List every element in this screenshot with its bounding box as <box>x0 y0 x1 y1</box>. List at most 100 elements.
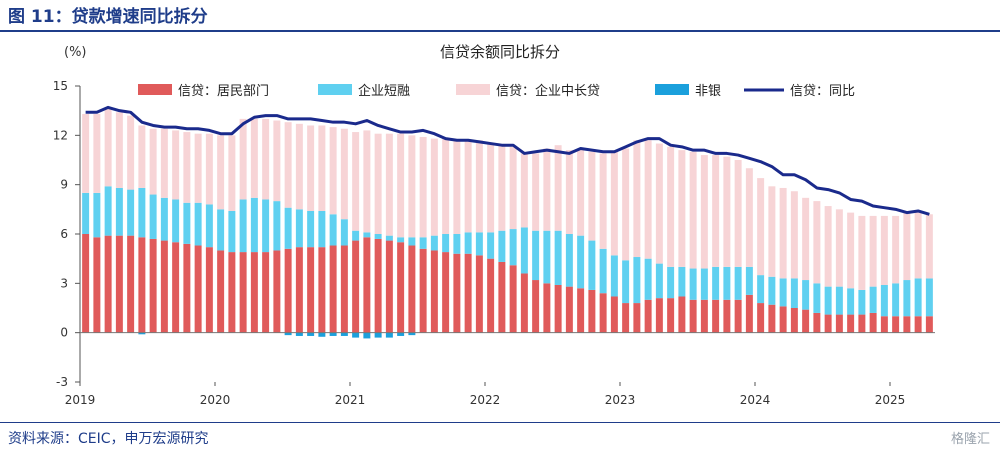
bar <box>397 242 405 333</box>
source-note: 资料来源：CEIC，申万宏源研究 <box>8 431 209 447</box>
bar <box>205 133 213 205</box>
bar <box>779 306 787 333</box>
bar <box>700 268 708 300</box>
y-unit-label: (%) <box>64 45 87 60</box>
y-tick-label: 9 <box>60 178 68 192</box>
bar <box>307 210 315 248</box>
bar <box>318 332 326 337</box>
bar <box>723 266 731 300</box>
bar <box>520 153 528 228</box>
bar <box>813 283 821 313</box>
bar <box>464 140 472 233</box>
bar <box>633 140 641 258</box>
bar <box>610 255 618 297</box>
bar <box>374 332 382 338</box>
bar <box>835 314 843 333</box>
bar <box>115 235 123 333</box>
bar <box>363 332 371 339</box>
bar <box>374 238 382 333</box>
bar <box>903 280 911 317</box>
bar <box>554 284 562 333</box>
bar <box>453 253 461 333</box>
bar <box>183 132 191 203</box>
y-axis: -3 0 3 6 9 12 15 <box>53 79 81 389</box>
figure-title: 图 11：贷款增速同比拆分 <box>8 7 208 27</box>
bar <box>295 123 303 210</box>
bar <box>160 128 168 198</box>
bar <box>633 257 641 304</box>
bar <box>802 197 810 281</box>
bar <box>802 280 810 310</box>
bar <box>284 248 292 333</box>
bar <box>93 113 101 193</box>
bar <box>644 140 652 259</box>
bar <box>363 237 371 333</box>
x-axis: 2019 2020 2021 2022 2023 2024 2025 <box>65 382 905 407</box>
bar <box>712 299 720 333</box>
bar <box>318 125 326 211</box>
bar <box>498 145 506 231</box>
y-tick-label: 6 <box>60 227 68 241</box>
bar <box>419 248 427 333</box>
bar <box>914 210 922 279</box>
bar <box>700 299 708 333</box>
bar <box>464 253 472 333</box>
bar <box>667 298 675 333</box>
y-tick-label: 15 <box>53 79 68 93</box>
bar <box>453 234 461 254</box>
bar <box>824 314 832 333</box>
bar <box>93 237 101 333</box>
bar <box>172 199 180 243</box>
y-tick-label: 0 <box>60 326 68 340</box>
bar <box>622 303 630 333</box>
bar <box>284 332 292 336</box>
bar <box>509 229 517 266</box>
bar <box>442 234 450 253</box>
bar <box>217 209 225 251</box>
bar <box>610 296 618 333</box>
bar <box>104 107 112 187</box>
legend-label: 信贷：居民部门 <box>178 84 269 99</box>
bar <box>824 206 832 287</box>
bar <box>655 143 663 264</box>
bar <box>655 298 663 333</box>
bar <box>419 237 427 249</box>
bar <box>757 178 765 276</box>
bar <box>453 140 461 234</box>
bar <box>790 308 798 333</box>
bar <box>925 214 933 279</box>
bar <box>532 153 540 231</box>
bar <box>554 230 562 285</box>
bar <box>689 299 697 333</box>
footer-rule <box>0 422 1000 423</box>
bar <box>802 309 810 333</box>
bar <box>430 138 438 236</box>
bar <box>723 156 731 267</box>
bar <box>149 128 157 195</box>
bar <box>498 261 506 333</box>
bar <box>329 332 337 336</box>
bar <box>352 132 360 231</box>
bar <box>847 288 855 315</box>
bar <box>577 288 585 333</box>
bar <box>678 296 686 333</box>
bar <box>138 237 146 333</box>
bar <box>847 212 855 289</box>
bar <box>835 209 843 287</box>
bar <box>115 112 123 188</box>
bar <box>82 113 90 193</box>
bar <box>340 128 348 220</box>
bar <box>565 150 573 234</box>
bar <box>217 135 225 210</box>
bar <box>397 133 405 238</box>
bar <box>914 316 922 333</box>
bar <box>880 316 888 333</box>
bar <box>307 247 315 333</box>
bar <box>520 227 528 274</box>
bar <box>487 143 495 233</box>
y-tick-label: 3 <box>60 276 68 290</box>
bar <box>385 235 393 241</box>
bar <box>228 210 236 253</box>
bar <box>914 278 922 317</box>
bar <box>892 283 900 317</box>
